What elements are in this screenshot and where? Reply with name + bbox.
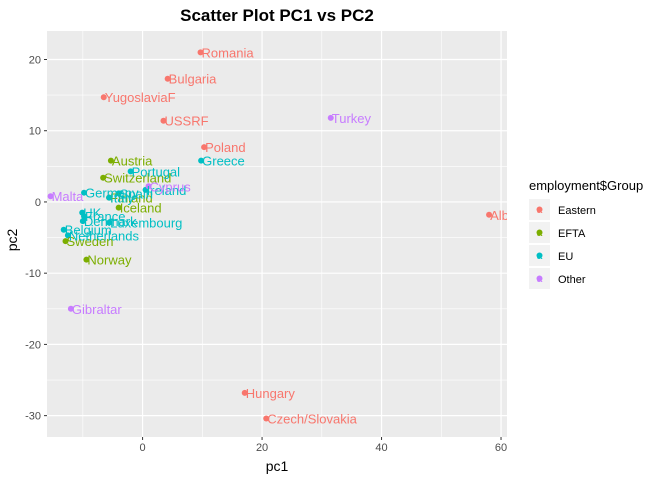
data-points: [47, 49, 493, 422]
point-label: Hungary: [246, 386, 296, 401]
x-axis-title: pc1: [266, 458, 289, 474]
x-tick-label: 40: [375, 442, 387, 454]
y-tick-label: 0: [35, 197, 41, 209]
point-label: Finland: [110, 191, 153, 206]
point-label: Bulgaria: [169, 72, 217, 87]
point-label: Romania: [202, 45, 255, 60]
data-point: [327, 114, 334, 121]
data-point: [81, 189, 88, 196]
data-point: [67, 305, 74, 312]
point-label: Germany: [85, 186, 139, 201]
data-point: [106, 219, 113, 226]
point-labels: Romania Bulgaria YugoslaviaF USSRF Poland Alb…: [52, 45, 534, 426]
chart-title: Scatter Plot PC1 vs PC2: [180, 6, 374, 25]
data-point: [47, 193, 54, 200]
point-label: Denmark: [84, 214, 137, 229]
data-point: [164, 75, 171, 82]
point-label: Iceland: [120, 201, 162, 216]
point-label: Czech/Slovakia: [267, 411, 357, 426]
data-point: [62, 238, 69, 245]
data-point: [64, 232, 71, 239]
legend-key-letter: a: [537, 251, 543, 262]
point-label: Switzerland: [104, 171, 171, 186]
legend: employment$Group a Eastern a EFTA a EU a Other: [529, 178, 643, 289]
y-tick-label: 10: [29, 126, 41, 138]
data-point: [198, 157, 205, 164]
point-label: Netherlands: [69, 228, 140, 243]
point-label: Poland: [205, 140, 245, 155]
legend-label: EFTA: [558, 228, 586, 240]
data-point: [486, 211, 493, 218]
y-tick-label: -20: [25, 339, 41, 351]
point-label: Malta: [52, 189, 85, 204]
data-point: [107, 157, 114, 164]
plot-panel: [47, 31, 507, 437]
data-point: [83, 256, 90, 263]
minor-grid: [47, 31, 507, 437]
y-tick-label: 20: [29, 54, 41, 66]
point-label: Turkey: [332, 111, 372, 126]
point-label: Sweden: [67, 234, 114, 249]
legend-title: employment$Group: [529, 178, 643, 193]
legend-label: Eastern: [558, 205, 596, 217]
data-point: [106, 194, 113, 201]
point-label: Gibraltar: [72, 302, 123, 317]
data-point: [100, 94, 107, 101]
legend-key-letter: a: [537, 228, 543, 239]
legend-key-letter: a: [537, 274, 543, 285]
point-label: YugoslaviaF: [105, 90, 176, 105]
y-axis-title: pc2: [4, 229, 20, 252]
x-tick-label: 0: [140, 442, 146, 454]
data-point: [197, 49, 204, 56]
x-tick-label: 60: [495, 442, 507, 454]
point-label: UK: [83, 206, 101, 221]
data-point: [201, 144, 208, 151]
data-point: [127, 168, 134, 175]
point-label: Portugal: [132, 164, 181, 179]
point-label: USSRF: [164, 114, 208, 129]
data-point: [115, 190, 122, 197]
data-point: [115, 204, 122, 211]
point-label: Norway: [87, 253, 132, 268]
data-point: [79, 218, 86, 225]
legend-key-point: [536, 252, 543, 259]
point-label: Austria: [112, 154, 153, 169]
legend-key-letter: a: [537, 205, 543, 216]
data-point: [145, 183, 152, 190]
legend-key-point: [536, 206, 543, 213]
point-label: Belgium: [65, 223, 112, 238]
point-label: Greece: [202, 154, 245, 169]
point-label: Italy: [110, 191, 134, 206]
data-point: [60, 226, 67, 233]
data-point: [81, 213, 88, 220]
point-label: Ireland: [147, 183, 187, 198]
legend-key-point: [536, 275, 543, 282]
data-point: [160, 117, 167, 124]
legend-label: Other: [558, 274, 586, 286]
legend-label: EU: [558, 251, 573, 263]
x-tick-label: 20: [256, 442, 268, 454]
x-axis-ticks: 0 20 40 60: [140, 437, 507, 454]
point-label: France: [85, 209, 125, 224]
point-label: Albania: [490, 208, 534, 223]
legend-key-point: [536, 229, 543, 236]
y-tick-label: -10: [25, 268, 41, 280]
data-point: [241, 389, 248, 396]
data-point: [263, 415, 270, 422]
y-axis-ticks: -30 -20 -10 0 10 20: [25, 54, 47, 423]
data-point: [100, 174, 107, 181]
point-label: Spain: [120, 186, 153, 201]
point-label: Cyprus: [150, 179, 192, 194]
point-label: Luxembourg: [110, 216, 182, 231]
y-tick-label: -30: [25, 411, 41, 423]
major-grid: [47, 31, 507, 437]
